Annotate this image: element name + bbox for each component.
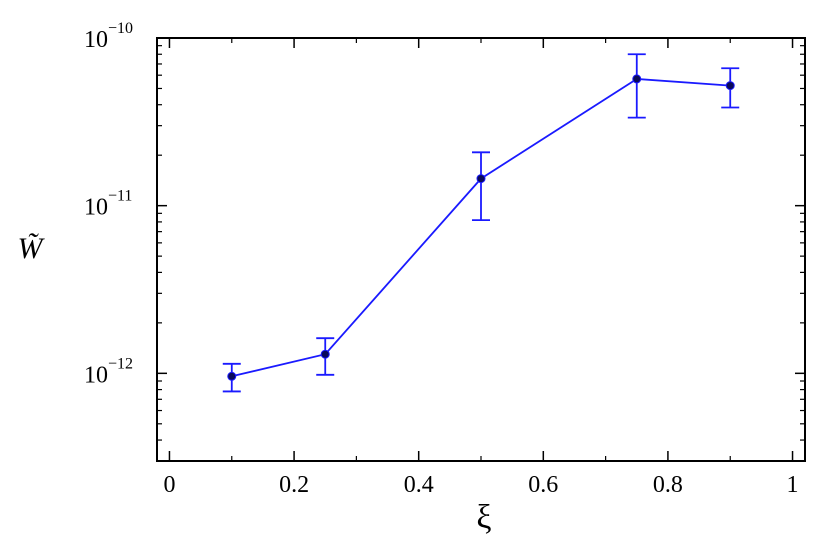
plot-frame xyxy=(156,37,806,462)
y-axis-label: W̃ xyxy=(18,232,46,265)
data-point xyxy=(632,74,642,84)
x-tick-label: 0.8 xyxy=(653,472,683,498)
data-point xyxy=(725,81,735,91)
x-tick-label: 0.4 xyxy=(404,472,434,498)
y-tick-label-base: 10 xyxy=(84,27,108,53)
data-point xyxy=(476,174,486,184)
x-tick-label: 0.6 xyxy=(528,472,558,498)
data-point xyxy=(320,349,330,359)
y-tick-label-exponent: −11 xyxy=(108,188,132,205)
x-tick-label: 0.2 xyxy=(279,472,309,498)
y-tick-label-exponent: −10 xyxy=(108,20,133,37)
x-tick-label: 1 xyxy=(787,472,799,498)
y-tick-label-exponent: −12 xyxy=(108,355,133,372)
series-layer xyxy=(222,53,740,393)
x-axis-label: ξ xyxy=(476,499,491,534)
data-point xyxy=(227,371,237,381)
y-tick-label-base: 10 xyxy=(84,195,108,221)
x-tick-label: 0 xyxy=(163,472,175,498)
y-tick-label-base: 10 xyxy=(84,362,108,388)
series-line xyxy=(231,78,731,378)
